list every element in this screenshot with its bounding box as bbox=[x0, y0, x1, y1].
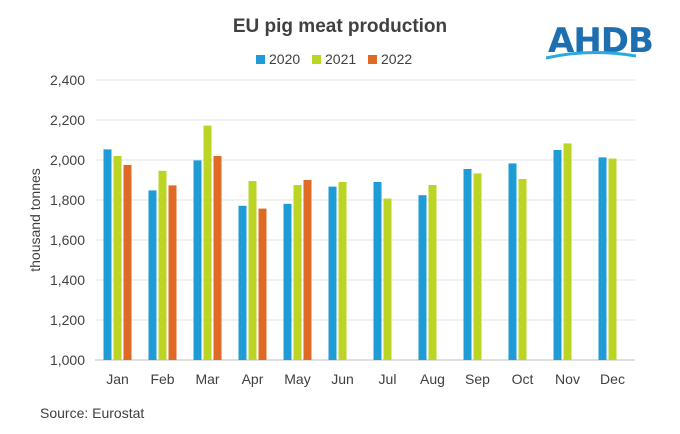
chart-title: EU pig meat production bbox=[233, 16, 447, 37]
legend-swatch-2021 bbox=[312, 55, 321, 64]
y-tick-label: 1,200 bbox=[50, 312, 85, 328]
bar-2022-Feb bbox=[168, 185, 177, 360]
bar-2020-Oct bbox=[508, 163, 517, 360]
legend: 2020 2021 2022 bbox=[256, 51, 412, 67]
bar-2020-Sep bbox=[463, 169, 472, 360]
bar-2020-Dec bbox=[598, 157, 607, 360]
ahdb-logo: AHDB bbox=[545, 21, 654, 61]
gridlines bbox=[95, 79, 635, 361]
x-tick-label: Jun bbox=[331, 371, 354, 387]
bar-2020-Jun bbox=[328, 186, 337, 360]
bar-2021-Jul bbox=[383, 198, 392, 360]
bar-2021-Dec bbox=[608, 158, 617, 360]
bar-2020-Mar bbox=[193, 160, 202, 360]
bar-2022-May bbox=[303, 180, 312, 360]
x-tick-label: Apr bbox=[242, 371, 264, 387]
x-tick-label: Aug bbox=[420, 371, 445, 387]
bar-2020-Apr bbox=[238, 205, 247, 360]
bar-2022-Apr bbox=[258, 208, 267, 360]
y-tick-label: 2,400 bbox=[50, 72, 85, 88]
bar-2021-Oct bbox=[518, 179, 527, 360]
x-tick-label: Dec bbox=[600, 371, 625, 387]
bar-2020-Aug bbox=[418, 195, 427, 360]
y-tick-label: 2,200 bbox=[50, 112, 85, 128]
logo-wave-icon bbox=[545, 50, 637, 60]
x-tick-label: Sep bbox=[465, 371, 490, 387]
y-tick-label: 1,600 bbox=[50, 232, 85, 248]
bar-2020-Jul bbox=[373, 182, 382, 360]
y-tick-label: 2,000 bbox=[50, 152, 85, 168]
x-tick-label: May bbox=[284, 371, 310, 387]
bar-2022-Mar bbox=[213, 156, 222, 360]
bars bbox=[103, 125, 617, 360]
bar-2022-Jan bbox=[123, 165, 132, 360]
bar-2020-Feb bbox=[148, 190, 157, 360]
bar-2021-Aug bbox=[428, 185, 437, 360]
y-tick-label: 1,800 bbox=[50, 192, 85, 208]
y-tick-label: 1,400 bbox=[50, 272, 85, 288]
legend-swatch-2020 bbox=[256, 55, 265, 64]
legend-label-2022: 2022 bbox=[381, 51, 412, 67]
x-tick-label: Nov bbox=[555, 371, 580, 387]
bar-2020-Nov bbox=[553, 150, 562, 360]
bar-2021-Jun bbox=[338, 182, 347, 360]
source-note: Source: Eurostat bbox=[40, 405, 144, 421]
y-tick-label: 1,000 bbox=[50, 352, 85, 368]
legend-label-2020: 2020 bbox=[269, 51, 300, 67]
bar-2021-Sep bbox=[473, 173, 482, 360]
bar-2021-Mar bbox=[203, 125, 212, 360]
bar-2021-Apr bbox=[248, 181, 257, 360]
x-tick-label: Jul bbox=[379, 371, 397, 387]
y-axis-label: thousand tonnes bbox=[27, 168, 43, 272]
y-axis-ticks: 1,000 1,200 1,400 1,600 1,800 2,000 2,200 2,400 bbox=[50, 72, 85, 368]
bar-2020-Jan bbox=[103, 149, 112, 360]
bar-2021-Feb bbox=[158, 170, 167, 360]
bar-2020-May bbox=[283, 203, 292, 360]
x-axis-ticks: Jan Feb Mar Apr May Jun Jul Aug Sep Oct Nov Dec bbox=[106, 371, 625, 387]
bar-2021-May bbox=[293, 185, 302, 360]
bar-2021-Nov bbox=[563, 143, 572, 360]
x-tick-label: Mar bbox=[195, 371, 219, 387]
bar-2021-Jan bbox=[113, 156, 122, 360]
x-tick-label: Oct bbox=[512, 371, 534, 387]
legend-label-2021: 2021 bbox=[325, 51, 356, 67]
legend-swatch-2022 bbox=[368, 55, 377, 64]
x-tick-label: Jan bbox=[106, 371, 129, 387]
x-tick-label: Feb bbox=[150, 371, 174, 387]
